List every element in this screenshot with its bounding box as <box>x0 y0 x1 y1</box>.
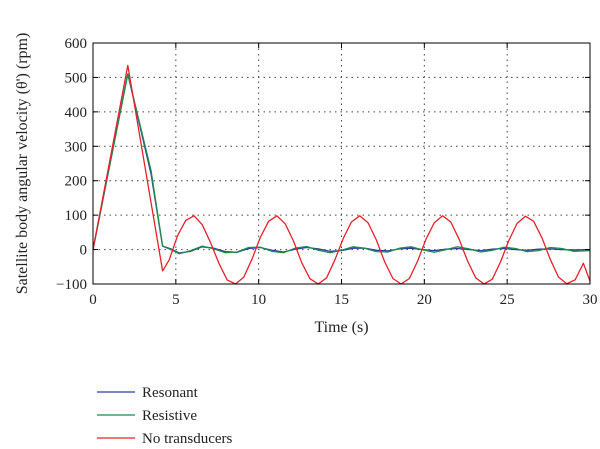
y-tick-label: 200 <box>65 174 88 190</box>
y-tick-label: 300 <box>65 139 88 155</box>
series-line <box>92 73 591 255</box>
x-tick-label: 30 <box>583 292 598 308</box>
y-tick-label: 500 <box>65 70 88 86</box>
x-tick-label: 15 <box>334 292 349 308</box>
series-line <box>92 64 591 285</box>
series-line <box>92 73 591 254</box>
y-tick-label: 100 <box>65 208 88 224</box>
y-tick-label: −100 <box>56 277 87 293</box>
legend-label: No transducers <box>142 431 233 447</box>
x-axis-label: Time (s) <box>314 319 368 336</box>
x-tick-label: 20 <box>417 292 432 308</box>
x-tick-label: 5 <box>172 292 180 308</box>
y-axis-label: Satellite body angular velocity (θ') (rp… <box>14 33 31 295</box>
y-tick-label: 600 <box>65 36 88 52</box>
series-lines <box>92 64 591 285</box>
legend-label: Resistive <box>142 408 197 424</box>
x-tick-label: 0 <box>89 292 97 308</box>
grid-lines <box>93 43 590 284</box>
legend-label: Resonant <box>142 385 199 401</box>
axis-ticks <box>92 42 591 285</box>
legend: Resonant Resistive No transducers <box>97 385 233 447</box>
y-tick-label: 0 <box>80 243 88 259</box>
y-tick-label: 400 <box>65 105 88 121</box>
x-tick-label: 10 <box>251 292 266 308</box>
x-tick-label: 25 <box>500 292 515 308</box>
